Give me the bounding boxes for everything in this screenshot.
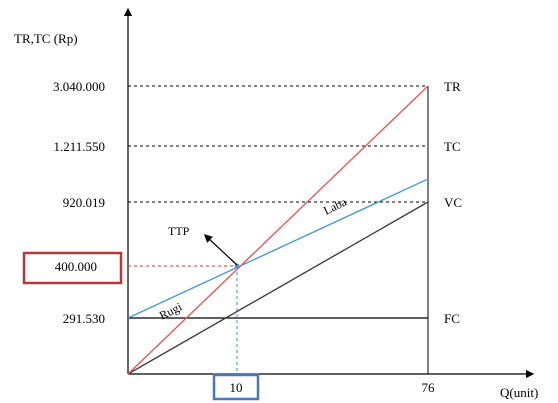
vc-series-label: VC <box>444 195 462 210</box>
tc-line <box>127 178 429 319</box>
y-tick-400000: 400.000 <box>55 259 97 274</box>
tr-line <box>127 85 429 375</box>
y-tick-291530: 291.530 <box>63 311 105 326</box>
y-tick-3040000: 3.040.000 <box>53 79 105 94</box>
y-tick-highlight-box <box>22 251 123 285</box>
x-axis-title: Q(unit) <box>500 385 538 400</box>
y-tick-920019: 920.019 <box>63 195 105 210</box>
x-tick-highlight-box <box>212 373 260 401</box>
x-tick-76: 76 <box>422 380 436 395</box>
laba-label: Laba <box>321 194 349 217</box>
vc-line <box>127 201 429 375</box>
y-tick-1211550: 1.211.550 <box>53 139 105 154</box>
y-axis-title: TR,TC (Rp) <box>14 31 78 46</box>
tr-series-label: TR <box>444 79 461 94</box>
tc-series-label: TC <box>444 139 461 154</box>
break-even-point <box>234 263 240 269</box>
ttp-arrow <box>203 234 238 266</box>
fc-series-label: FC <box>444 311 460 326</box>
ttp-label: TTP <box>168 224 190 238</box>
x-tick-10: 10 <box>230 380 243 395</box>
